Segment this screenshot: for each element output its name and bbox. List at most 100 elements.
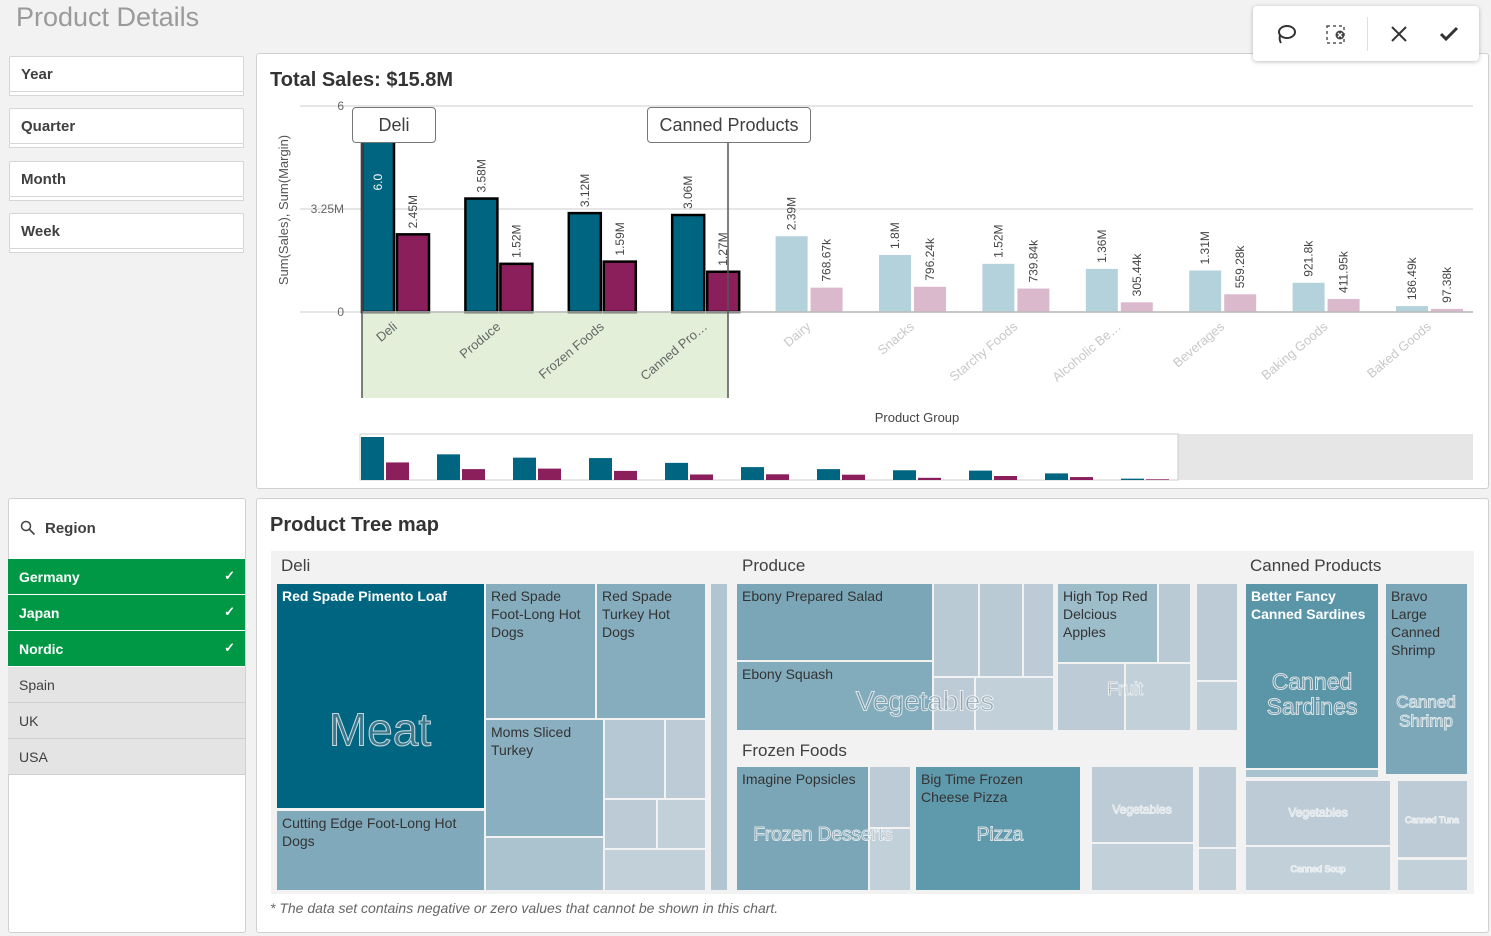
filter-quarter[interactable]: Quarter bbox=[9, 108, 244, 144]
bar-margin[interactable] bbox=[1120, 302, 1153, 312]
treemap-cell[interactable] bbox=[1092, 767, 1193, 842]
treemap-cell[interactable] bbox=[1197, 584, 1237, 680]
treemap-cell[interactable] bbox=[870, 829, 910, 890]
filter-month[interactable]: Month bbox=[9, 161, 244, 197]
treemap-cell[interactable] bbox=[1246, 781, 1390, 845]
treemap-cell[interactable] bbox=[1058, 664, 1124, 730]
selection-range-end-label[interactable]: Canned Products bbox=[647, 107, 811, 143]
search-icon[interactable] bbox=[20, 520, 36, 541]
selection-range-start-label[interactable]: Deli bbox=[352, 107, 436, 143]
bar-margin[interactable] bbox=[1327, 298, 1360, 312]
lasso-button[interactable] bbox=[1261, 14, 1311, 54]
treemap-cell[interactable] bbox=[1398, 860, 1467, 890]
data-label: 3.58M bbox=[474, 159, 488, 192]
data-label: 1.27M bbox=[716, 232, 730, 265]
bar-margin[interactable] bbox=[602, 260, 638, 314]
bar-margin[interactable] bbox=[1224, 294, 1257, 312]
confirm-selection-button[interactable] bbox=[1424, 14, 1474, 54]
bar-margin[interactable] bbox=[914, 286, 946, 312]
y-tick-label: 3.25M bbox=[311, 202, 344, 216]
region-item-label: UK bbox=[19, 713, 39, 729]
bar-margin[interactable] bbox=[395, 233, 431, 314]
mini-chart-scroll-thumb[interactable] bbox=[359, 433, 1179, 481]
bar-sales[interactable] bbox=[1189, 270, 1222, 312]
treemap-cell[interactable] bbox=[605, 720, 664, 798]
data-label: 1.52M bbox=[991, 224, 1005, 257]
x-tick-label: Beverages bbox=[1170, 318, 1228, 370]
treemap-cell[interactable] bbox=[1199, 849, 1236, 890]
treemap-cell[interactable] bbox=[1159, 584, 1190, 662]
cancel-icon bbox=[1391, 25, 1407, 42]
cancel-selection-button[interactable] bbox=[1374, 14, 1424, 54]
bar-sales[interactable] bbox=[775, 236, 808, 312]
bar-margin[interactable] bbox=[1017, 288, 1050, 312]
filter-week[interactable]: Week bbox=[9, 213, 244, 249]
y-tick-label: 6 bbox=[337, 99, 344, 113]
bar-sales[interactable] bbox=[1396, 306, 1428, 312]
treemap-cell[interactable] bbox=[605, 850, 705, 890]
treemap-cell[interactable] bbox=[486, 838, 603, 890]
treemap-cell[interactable] bbox=[1398, 781, 1467, 857]
treemap-cell[interactable] bbox=[976, 678, 1053, 730]
mini-bar-sales bbox=[1045, 473, 1068, 480]
bar-chart[interactable]: 0 3.25M 6 Sum(Sales), Sum(Margin) 6.0 2.45M De… bbox=[0, 0, 1491, 492]
mini-bar-sales bbox=[969, 470, 992, 480]
treemap-cell[interactable] bbox=[870, 767, 910, 827]
mini-bar-margin bbox=[538, 468, 561, 480]
data-label: 2.39M bbox=[785, 197, 799, 230]
bar-sales[interactable] bbox=[879, 254, 911, 312]
treemap-cell[interactable] bbox=[1199, 767, 1236, 847]
treemap-cell[interactable] bbox=[980, 584, 1022, 676]
treemap-cell[interactable] bbox=[934, 678, 974, 730]
treemap-cell[interactable] bbox=[1246, 770, 1378, 777]
bar-sales[interactable] bbox=[1085, 268, 1118, 312]
region-item-label: USA bbox=[19, 749, 48, 765]
bar-margin[interactable] bbox=[810, 287, 843, 312]
region-item-germany[interactable]: Germany ✓ bbox=[8, 559, 245, 595]
bar-sales[interactable] bbox=[567, 211, 603, 314]
bar-sales[interactable] bbox=[982, 263, 1015, 312]
bar-sales[interactable] bbox=[1292, 282, 1325, 312]
data-label: 3.06M bbox=[681, 176, 695, 209]
mini-bar-margin bbox=[614, 470, 637, 480]
bar-margin[interactable] bbox=[499, 262, 534, 314]
treemap-cell[interactable] bbox=[1024, 584, 1053, 676]
filter-year[interactable]: Year bbox=[9, 56, 244, 92]
bar-margin[interactable] bbox=[1431, 308, 1463, 312]
clear-selections-button[interactable] bbox=[1311, 14, 1361, 54]
treemap-cell[interactable] bbox=[1197, 682, 1237, 730]
mini-bar-sales bbox=[893, 470, 916, 480]
bar-sales[interactable] bbox=[670, 213, 706, 314]
treemap-cell[interactable] bbox=[1126, 664, 1190, 730]
treemap-cell[interactable] bbox=[934, 584, 978, 676]
data-label: 796.24k bbox=[923, 237, 937, 281]
region-item-japan[interactable]: Japan ✓ bbox=[8, 595, 245, 631]
bar-chart-title: Total Sales: $15.8M bbox=[270, 69, 454, 91]
treemap-cell[interactable] bbox=[605, 800, 656, 848]
data-label: 739.84k bbox=[1026, 239, 1040, 283]
data-label: 3.12M bbox=[578, 174, 592, 207]
x-tick-label: Alcoholic Be… bbox=[1049, 319, 1123, 385]
bar-sales[interactable] bbox=[360, 120, 396, 314]
clear-selection-icon bbox=[1326, 24, 1345, 44]
treemap-cell[interactable] bbox=[658, 800, 705, 848]
data-label: 2.45M bbox=[406, 195, 420, 228]
x-tick-label: Snacks bbox=[875, 318, 918, 357]
treemap-cell[interactable] bbox=[1092, 844, 1193, 890]
selection-toolbar bbox=[1253, 6, 1479, 61]
treemap-cell[interactable] bbox=[666, 720, 705, 798]
region-item-nordic[interactable]: Nordic ✓ bbox=[8, 631, 245, 667]
region-item-uk[interactable]: UK bbox=[8, 703, 245, 739]
mini-bar-margin bbox=[994, 475, 1017, 480]
data-label: 411.95k bbox=[1337, 250, 1351, 293]
filter-divider bbox=[9, 92, 244, 96]
data-label: 1.59M bbox=[613, 222, 627, 255]
bar-margin[interactable] bbox=[705, 270, 741, 314]
x-tick-label: Baking Goods bbox=[1258, 318, 1331, 382]
region-item-label: Spain bbox=[19, 677, 55, 693]
region-item-usa[interactable]: USA bbox=[8, 739, 245, 775]
treemap-cell[interactable] bbox=[1246, 847, 1390, 890]
bar-sales[interactable] bbox=[464, 197, 499, 314]
region-item-spain[interactable]: Spain bbox=[8, 667, 245, 703]
treemap-cell[interactable] bbox=[711, 584, 727, 890]
